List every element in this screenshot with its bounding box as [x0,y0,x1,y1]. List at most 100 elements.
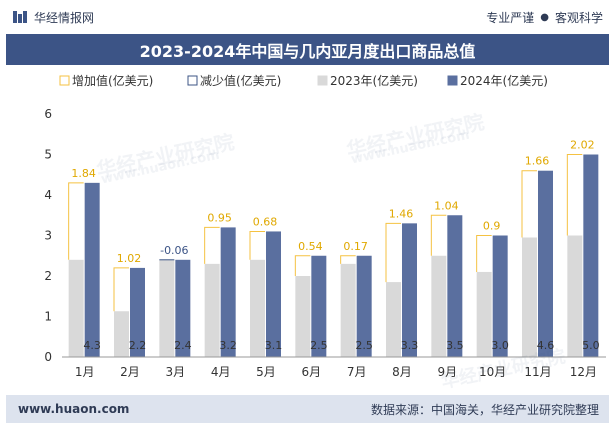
footer-source: 数据来源：中国海关，华经产业研究院整理 [370,402,599,417]
y-tick-label: 5 [44,148,52,162]
difference-label: 0.54 [298,240,323,253]
bar-2023 [340,263,356,357]
legend-label: 增加值(亿美元) [72,73,153,88]
x-tick-label: 4月 [211,365,231,379]
x-tick-label: 8月 [392,365,412,379]
bar-2024 [84,182,100,357]
x-tick-label: 7月 [347,365,367,379]
chart-svg: 增加值(亿美元) 减少值(亿美元) 2023年(亿美元) 2024年(亿美元) 0 1 2 3… [44,73,606,379]
bar-2024 [583,154,599,357]
slogan-tag-2: 客观科学 [554,10,603,25]
bar-2023 [476,271,492,357]
legend-swatch [447,75,458,86]
top-bar: 华经情报网 专业严谨 ● 客观科学 [0,0,615,34]
bar-2024-value-label: 3.0 [491,339,509,352]
difference-label: 0.95 [207,211,232,224]
y-tick-label: 0 [44,350,52,364]
x-tick-label: 5月 [256,365,276,379]
bar-2023 [204,263,220,357]
difference-label: 1.02 [117,252,142,265]
footer-bar: www.huaon.com 数据来源：中国海关，华经产业研究院整理 [6,395,609,423]
legend-swatch [317,75,328,86]
bar-2023 [567,235,583,357]
bar-2024 [447,215,463,357]
difference-label: 1.66 [525,155,550,168]
slogan: 专业严谨 ● 客观科学 [486,9,615,26]
bar-2024-value-label: 2.2 [129,339,147,352]
legend-label: 减少值(亿美元) [200,73,281,88]
increase-outline [113,267,129,312]
increase-outline [249,230,265,260]
bar-2024 [311,255,327,357]
difference-label: 0.9 [483,220,501,233]
x-tick-label: 3月 [166,365,186,379]
bar-2024-value-label: 2.4 [174,339,192,352]
bar-2024-value-label: 3.2 [219,339,237,352]
footer-website: www.huaon.com [18,402,130,416]
difference-label: 1.46 [389,207,414,220]
bar-2024 [402,223,417,357]
dot-icon: ● [540,11,549,23]
difference-label: 0.17 [343,240,368,253]
bar-2024 [356,255,372,357]
bar-2024 [538,170,553,357]
difference-label: 2.02 [570,139,595,152]
y-tick-label: 2 [44,269,52,283]
increase-outline [204,226,220,264]
bar-2023 [431,255,447,357]
y-tick-label: 3 [44,229,52,243]
bar-2024 [266,231,281,357]
x-tick-label: 2月 [120,365,140,379]
difference-label: 0.68 [253,215,278,228]
legend-swatch [187,75,198,86]
legend-label: 2023年(亿美元) [330,73,418,88]
bar-2023 [68,259,84,357]
x-tick-label: 6月 [302,365,322,379]
bar-2024 [492,235,508,357]
x-tick-label: 10月 [479,365,506,379]
increase-outline [68,182,84,260]
bar-2023 [159,259,175,357]
slogan-tag-1: 专业严谨 [486,10,535,25]
bar-2024 [130,267,145,357]
bar-2024-value-label: 2.5 [310,339,328,352]
chart-area: 增加值(亿美元) 减少值(亿美元) 2023年(亿美元) 2024年(亿美元) 0 1 2 3… [0,65,615,395]
bar-2024-value-label: 5.0 [582,339,600,352]
bar-2024-value-label: 4.3 [83,339,101,352]
bar-2024-value-label: 4.6 [537,339,555,352]
legend-label: 2024年(亿美元) [460,73,548,88]
y-tick-label: 1 [44,310,52,324]
increase-outline [566,154,583,236]
chart-title: 2023-2024年中国与几内亚月度出口商品总值 [139,41,476,61]
difference-label: 1.04 [434,199,459,212]
bar-2024-value-label: 2.5 [355,339,373,352]
x-tick-label: 9月 [438,365,458,379]
bar-2023 [386,282,401,357]
x-tick-label: 11月 [524,365,551,379]
increase-outline [476,235,492,272]
increase-outline [385,222,401,283]
increase-outline [521,170,537,238]
bar-2024-value-label: 3.3 [401,339,419,352]
brand-name: 华经情报网 [34,10,95,25]
increase-outline [294,255,311,276]
bar-2024-value-label: 3.5 [446,339,464,352]
bar-2023 [522,237,537,357]
difference-label: -0.06 [160,244,188,257]
bar-2023 [250,259,265,357]
bar-2023 [114,311,129,357]
logo-icon [13,11,27,23]
bar-2024 [220,227,236,357]
increase-outline [340,255,356,264]
difference-label: 1.84 [71,167,96,180]
y-tick-label: 4 [44,188,52,202]
increase-outline [430,214,447,256]
y-tick-label: 6 [44,107,52,121]
x-tick-label: 1月 [75,365,95,379]
chart-title-bar: 2023-2024年中国与几内亚月度出口商品总值 [6,34,609,65]
bar-2023 [295,276,311,357]
brand: 华经情报网 [0,9,94,26]
legend-swatch [59,75,70,86]
bar-2024 [175,259,191,357]
x-tick-label: 12月 [570,365,597,379]
